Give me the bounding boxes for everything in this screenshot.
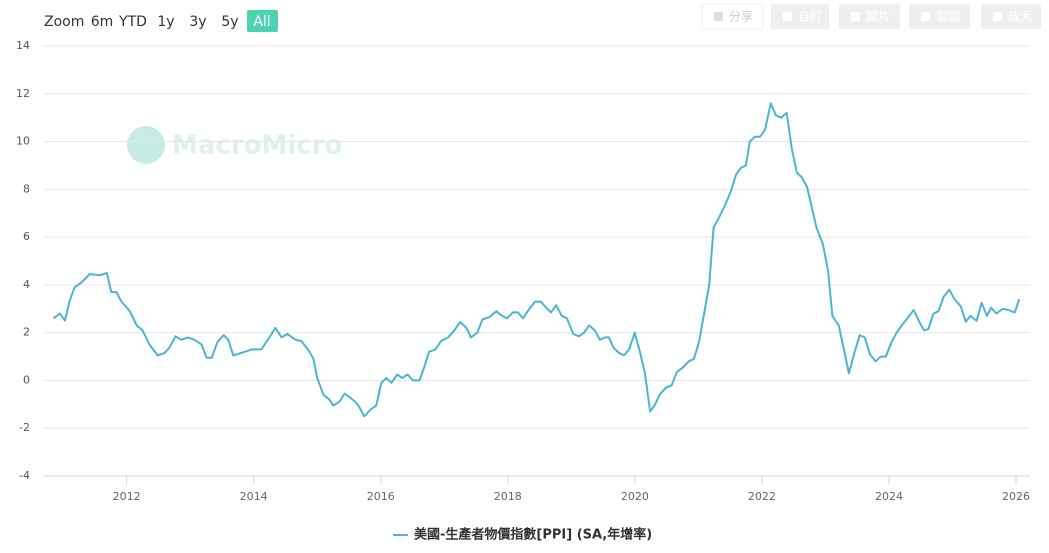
y-tick-label: 14 <box>16 39 30 52</box>
y-tick-label: 0 <box>23 373 30 386</box>
toolbar-button-label[interactable]: 放大 <box>1008 9 1032 24</box>
toolbar-button-label[interactable]: 圖片 <box>866 10 890 24</box>
toolbar-icon <box>783 12 792 21</box>
toolbar-button[interactable] <box>839 4 900 29</box>
range-button[interactable]: 6m <box>91 14 114 30</box>
x-tick-label: 2018 <box>494 490 522 503</box>
toolbar-icon <box>714 12 723 21</box>
toolbar-icon <box>921 12 930 21</box>
x-tick-label: 2016 <box>367 490 395 503</box>
toolbar-button-label[interactable]: 自訂 <box>798 9 822 24</box>
y-tick-label: 4 <box>23 278 30 291</box>
data-line <box>52 102 1021 418</box>
range-button[interactable]: All <box>253 14 270 30</box>
x-tick-label: 2024 <box>875 490 903 503</box>
x-tick-label: 2026 <box>1002 490 1030 503</box>
range-button[interactable]: 1y <box>157 14 174 30</box>
y-tick-label: -4 <box>19 469 30 482</box>
x-tick-label: 2022 <box>748 490 776 503</box>
zoom-label: Zoom <box>44 14 84 30</box>
watermark: MacroMicro <box>172 131 342 161</box>
watermark-icon <box>127 126 165 164</box>
toolbar-icon <box>993 12 1002 21</box>
x-tick-label: 2012 <box>113 490 141 503</box>
range-button[interactable]: YTD <box>118 14 147 30</box>
x-tick-label: 2014 <box>240 490 268 503</box>
y-tick-label: 6 <box>23 230 30 243</box>
range-button-active[interactable] <box>247 10 278 32</box>
x-tick-label: 2020 <box>621 490 649 503</box>
y-tick-label: 2 <box>23 326 30 339</box>
toolbar-button[interactable] <box>909 4 970 29</box>
toolbar-button[interactable] <box>771 4 829 29</box>
y-tick-label: 12 <box>16 87 30 100</box>
toolbar-icon <box>851 12 860 21</box>
range-button[interactable]: 3y <box>189 14 206 30</box>
toolbar-button-label[interactable]: 製圖 <box>936 10 960 24</box>
toolbar-button[interactable] <box>981 4 1041 29</box>
y-tick-label: 8 <box>23 182 30 195</box>
toolbar-button-label[interactable]: 分享 <box>729 9 753 24</box>
y-tick-label: 10 <box>16 135 30 148</box>
toolbar-button[interactable] <box>701 3 764 30</box>
y-tick-label: -2 <box>19 421 30 434</box>
legend-label[interactable]: 美國-生產者物價指數[PPI] (SA,年增率) <box>414 527 652 543</box>
range-button[interactable]: 5y <box>221 14 238 30</box>
